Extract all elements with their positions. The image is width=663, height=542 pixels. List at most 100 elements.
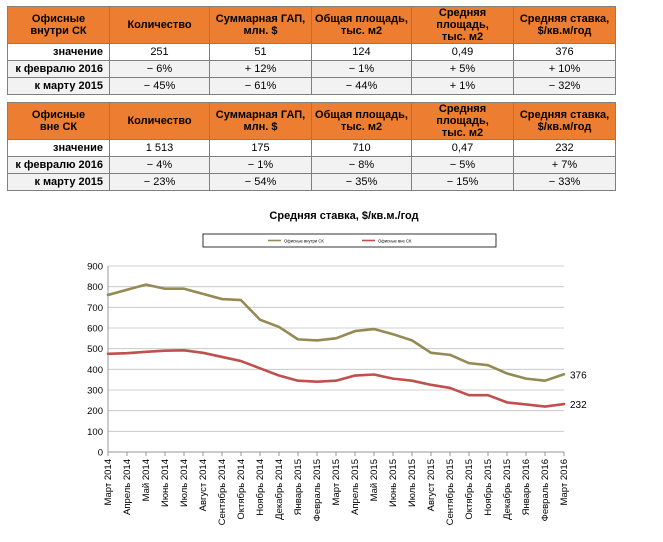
- table-cell: 0,49: [411, 43, 514, 61]
- table-header-row: Офисные внутри СК Количество Суммарная ГАП…: [7, 6, 616, 44]
- x-tick-label: Май 2014: [141, 459, 152, 501]
- stats-table-inside: Офисные внутри СК Количество Суммарная ГАП…: [7, 6, 616, 95]
- x-tick-label: Июнь 2015: [388, 459, 399, 507]
- y-tick-label: 100: [87, 427, 103, 438]
- table-cell: − 23%: [109, 173, 210, 191]
- x-tick-label: Март 2016: [559, 459, 570, 506]
- table-cell: − 15%: [411, 173, 514, 191]
- table-cell: − 8%: [311, 156, 412, 174]
- x-tick-label: Апрель 2014: [122, 459, 133, 515]
- x-tick-label: Сентябрь 2015: [445, 459, 456, 525]
- table-cell: + 10%: [513, 60, 616, 78]
- table-cell: − 61%: [209, 77, 312, 95]
- table-header-cell: Суммарная ГАП, млн. $: [209, 6, 312, 44]
- table-header-cell: Количество: [109, 102, 210, 140]
- x-tick-label: Август 2014: [198, 459, 209, 511]
- chart-legend-box: [202, 233, 497, 248]
- row-label: к февралю 2016: [7, 156, 110, 174]
- table-cell: − 6%: [109, 60, 210, 78]
- table-header-cell: Средняя ставка, $/кв.м/год: [513, 102, 616, 140]
- x-tick-label: Октябрь 2014: [236, 459, 247, 520]
- x-tick-label: Ноябрь 2014: [255, 459, 266, 516]
- line-chart: Средняя ставка, $/кв.м./год 0 100 200 300 40…: [87, 210, 587, 526]
- x-tick-label: Декабрь 2015: [502, 459, 513, 520]
- chart-legend: Офисные внутри СК Офисные вне СК: [268, 239, 412, 244]
- x-tick-label: Август 2015: [426, 459, 437, 511]
- table-header-cell: Средняя ставка, $/кв.м/год: [513, 6, 616, 44]
- table-header-row: Офисные вне СК Количество Суммарная ГАП, м…: [7, 102, 616, 140]
- legend-label: Офисные вне СК: [378, 239, 412, 244]
- legend-label: Офисные внутри СК: [284, 239, 324, 244]
- chart-title: Средняя ставка, $/кв.м./год: [269, 210, 418, 222]
- row-label: к марту 2015: [7, 77, 110, 95]
- table-header-cell: Суммарная ГАП, млн. $: [209, 102, 312, 140]
- chart-series: 376 232: [106, 283, 587, 411]
- x-tick-label: Май 2015: [369, 459, 380, 501]
- x-tick-label: Июнь 2014: [160, 459, 171, 507]
- table-cell: 251: [109, 43, 210, 61]
- table-row: к марту 2015− 45% − 61% − 44% + 1% − 32%: [7, 77, 616, 95]
- table-cell: 51: [209, 43, 312, 61]
- x-tick-label: Февраль 2015: [312, 459, 323, 521]
- table-cell: − 33%: [513, 173, 616, 191]
- table-cell: − 4%: [109, 156, 210, 174]
- table-header-cell: Количество: [109, 6, 210, 44]
- table-cell: + 5%: [411, 60, 514, 78]
- table-cell: 124: [311, 43, 412, 61]
- table-header-cell: Общая площадь, тыс. м2: [311, 6, 412, 44]
- table-cell: − 5%: [411, 156, 514, 174]
- table-cell: − 1%: [209, 156, 312, 174]
- table-cell: − 35%: [311, 173, 412, 191]
- row-label: значение: [7, 139, 110, 157]
- y-tick-label: 400: [87, 365, 103, 376]
- table-cell: 175: [209, 139, 312, 157]
- table-row: к февралю 2016− 4% − 1% − 8% − 5% + 7%: [7, 156, 616, 174]
- row-label: к марту 2015: [7, 173, 110, 191]
- table-header-cell: Средняя площадь, тыс. м2: [411, 102, 514, 140]
- x-tick-label: Декабрь 2014: [274, 459, 285, 520]
- chart-axes: 0 100 200 300 400 500 600 700 800 900 Март 2014 Апр…: [87, 262, 570, 526]
- table-cell: 376: [513, 43, 616, 61]
- x-tick-label: Март 2015: [331, 459, 342, 506]
- table-row: к марту 2015− 23% − 54% − 35% − 15% − 33%: [7, 173, 616, 191]
- table-cell: + 7%: [513, 156, 616, 174]
- chart-gridlines: [108, 265, 564, 453]
- x-tick-label: Февраль 2016: [540, 459, 551, 521]
- x-tick-label: Январь 2016: [521, 459, 532, 515]
- x-tick-label: Ноябрь 2015: [483, 459, 494, 516]
- y-tick-label: 800: [87, 282, 103, 293]
- table-cell: − 44%: [311, 77, 412, 95]
- table-header-cell: Офисные вне СК: [7, 102, 110, 140]
- x-tick-label: Июль 2014: [179, 459, 190, 507]
- y-tick-label: 500: [87, 344, 103, 355]
- table-cell: 1 513: [109, 139, 210, 157]
- y-tick-label: 300: [87, 386, 103, 397]
- x-tick-label: Январь 2015: [293, 459, 304, 515]
- table-row: значение 251 51 124 0,49 376: [7, 43, 616, 61]
- stats-table-outside: Офисные вне СК Количество Суммарная ГАП, м…: [7, 102, 616, 191]
- table-cell: − 45%: [109, 77, 210, 95]
- y-tick-label: 600: [87, 324, 103, 335]
- x-tick-label: Июль 2015: [407, 459, 418, 507]
- y-tick-label: 900: [87, 262, 103, 273]
- table-cell: + 12%: [209, 60, 312, 78]
- table-cell: − 1%: [311, 60, 412, 78]
- y-tick-label: 200: [87, 406, 103, 417]
- x-tick-label: Апрель 2015: [350, 459, 361, 515]
- row-label: значение: [7, 43, 110, 61]
- table-cell: 0,47: [411, 139, 514, 157]
- table-cell: 232: [513, 139, 616, 157]
- series-end-label: 376: [570, 370, 587, 381]
- table-row: значение 1 513 175 710 0,47 232: [7, 139, 616, 157]
- series-line: [106, 283, 566, 382]
- table-header-cell: Офисные внутри СК: [7, 6, 110, 44]
- y-tick-label: 700: [87, 303, 103, 314]
- table-cell: + 1%: [411, 77, 514, 95]
- table-header-cell: Средняя площадь, тыс. м2: [411, 6, 514, 44]
- x-tick-label: Сентябрь 2014: [217, 459, 228, 525]
- table-header-cell: Общая площадь, тыс. м2: [311, 102, 412, 140]
- x-tick-label: Март 2014: [103, 459, 114, 506]
- table-row: к февралю 2016− 6% + 12% − 1% + 5% + 10%: [7, 60, 616, 78]
- table-cell: 710: [311, 139, 412, 157]
- y-tick-label: 0: [98, 448, 103, 459]
